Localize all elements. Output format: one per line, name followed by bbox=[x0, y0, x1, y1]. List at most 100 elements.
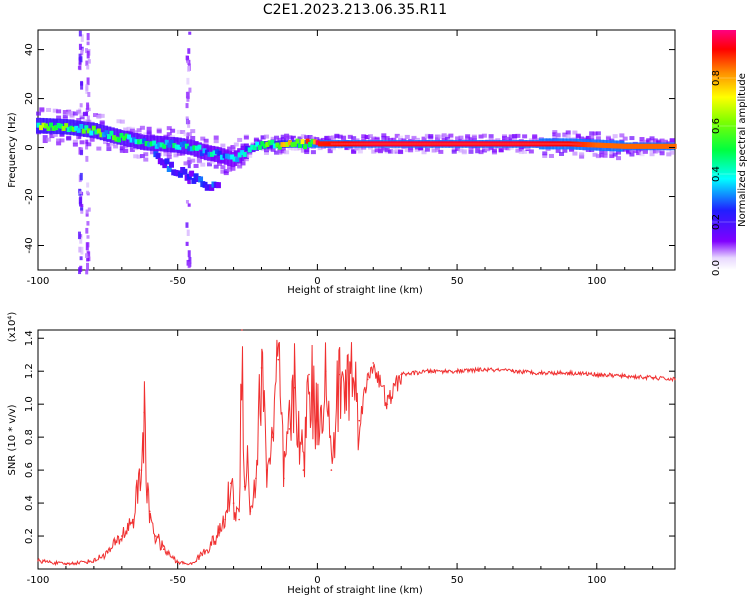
spectrogram-trace-cell bbox=[109, 130, 114, 136]
spectrogram-halo-cell bbox=[62, 114, 68, 119]
spectrogram-halo-cell bbox=[263, 148, 269, 153]
spectrogram-halo-cell bbox=[156, 129, 162, 134]
spectrogram-halo-cell bbox=[274, 135, 280, 140]
spectrogram-halo-cell bbox=[297, 146, 303, 151]
spectrogram-trace-cell bbox=[670, 143, 675, 149]
y-tick-label: 0.6 bbox=[24, 462, 35, 478]
spectrogram-trace-cell bbox=[204, 149, 209, 155]
spectrogram-band-cell bbox=[116, 129, 122, 145]
spectrogram-trace-core bbox=[446, 142, 451, 145]
spectrogram-trace-cell bbox=[49, 122, 54, 128]
snr-point bbox=[288, 428, 291, 430]
spectrogram-trace-cell bbox=[247, 147, 252, 153]
spectrogram-halo-cell bbox=[552, 134, 558, 139]
spectrogram-trace-cell bbox=[225, 153, 230, 159]
snr-point bbox=[266, 469, 268, 471]
spectrogram-trace-core bbox=[343, 142, 348, 145]
spectrogram-halo-cell bbox=[119, 146, 125, 151]
snr-point bbox=[190, 563, 193, 565]
spectrogram-trace-cell bbox=[54, 125, 59, 131]
snr-ylabel: SNR (10 * v/v) bbox=[7, 404, 18, 475]
spectrogram-halo-cell bbox=[595, 136, 601, 141]
spectrogram-trace-core bbox=[338, 142, 343, 145]
spectrogram-halo-cell bbox=[210, 159, 216, 164]
spectrogram-trace-cell bbox=[222, 153, 227, 159]
spectrogram-halo-cell bbox=[143, 132, 149, 137]
spectrogram-noise-cell bbox=[80, 34, 84, 42]
snr-point bbox=[140, 469, 143, 471]
spectrogram-halo-cell bbox=[146, 126, 152, 131]
spectrogram-trace-cell bbox=[56, 122, 61, 128]
spectrogram-halo-cell bbox=[200, 162, 206, 167]
snr-point bbox=[249, 510, 252, 513]
spectrogram-halo-cell bbox=[304, 150, 310, 155]
spectrogram-trace-cell bbox=[313, 139, 318, 145]
spectrogram-trace-cell bbox=[305, 138, 310, 144]
spectrogram-trace-cell bbox=[121, 135, 126, 141]
spectrogram-noise-cell bbox=[80, 80, 84, 86]
spectrogram-halo-cell bbox=[518, 150, 524, 155]
spectrogram-halo-cell bbox=[99, 113, 105, 118]
spectrogram-halo-cell bbox=[280, 149, 286, 154]
spectrogram-halo-cell bbox=[290, 136, 296, 141]
spectrogram-trace-cell bbox=[240, 150, 245, 156]
spectrogram-trace-cell bbox=[637, 143, 642, 149]
spectrogram-halo-cell bbox=[471, 137, 477, 142]
spectrogram-trace-cell bbox=[152, 140, 157, 146]
spectrogram-halo-cell bbox=[595, 131, 601, 136]
colorbar: 0.0 0.2 0.4 0.6 0.8 Normalized spectral ampl… bbox=[711, 30, 748, 276]
spectrogram-halo-cell bbox=[72, 111, 78, 116]
x-tick-label: -50 bbox=[170, 575, 186, 586]
spectrogram-halo-cell bbox=[243, 157, 249, 162]
spectrogram-noise-cell bbox=[78, 53, 82, 61]
spectrogram-trace-cell bbox=[647, 143, 652, 149]
spectrogram-trace-core bbox=[340, 142, 345, 145]
spectrogram-halo-cell bbox=[284, 134, 290, 139]
spectrogram-noise-cell bbox=[78, 43, 82, 50]
spectrogram-branch-cell bbox=[155, 153, 161, 160]
spectrogram-halo-cell bbox=[669, 138, 675, 143]
spectrogram-halo-cell bbox=[317, 146, 323, 151]
spectrogram-trace-cell bbox=[617, 143, 622, 149]
spectrogram-trace-cell bbox=[272, 143, 277, 149]
spectrogram-halo-cell bbox=[260, 135, 266, 140]
spectrogram-trace-core bbox=[539, 142, 544, 145]
spectrogram-trace-cell bbox=[235, 157, 240, 163]
spectrogram-halo-cell bbox=[371, 137, 377, 142]
spectrogram-halo-cell bbox=[82, 112, 88, 117]
spectrogram-halo-cell bbox=[324, 136, 330, 141]
spectrogram-halo-cell bbox=[206, 162, 212, 167]
spectrogram-band-cell bbox=[66, 119, 72, 135]
spectrogram-trace-core bbox=[441, 142, 446, 145]
spectrogram-trace-core bbox=[368, 142, 373, 145]
y-tick-label: 0 bbox=[24, 144, 35, 150]
spectrogram-halo-cell bbox=[384, 147, 390, 152]
spectrogram-trace-core bbox=[401, 142, 406, 145]
spectrogram-trace-core bbox=[396, 142, 401, 145]
spectrogram-trace-core bbox=[335, 142, 340, 145]
spectrogram-trace-core bbox=[577, 143, 582, 146]
snr-point bbox=[260, 367, 263, 369]
spectrogram-halo-cell bbox=[639, 140, 645, 145]
y-tick-label: 40 bbox=[24, 43, 35, 56]
spectrogram-trace-core bbox=[511, 142, 516, 145]
spectrogram-noise-cell bbox=[185, 55, 189, 61]
spectrogram-halo-cell bbox=[56, 141, 62, 146]
y-tick-label: 1.0 bbox=[24, 396, 35, 412]
spectrogram-halo-cell bbox=[616, 150, 622, 155]
y-tick-label: 1.4 bbox=[24, 330, 35, 346]
spectrogram-trace-cell bbox=[127, 134, 132, 140]
spectrogram-halo-cell bbox=[237, 137, 243, 142]
spectrogram-halo-cell bbox=[388, 137, 394, 142]
spectrogram-halo-cell bbox=[649, 136, 655, 141]
spectrogram-halo-cell bbox=[434, 147, 440, 152]
spectrogram-halo-cell bbox=[357, 149, 363, 154]
spectrogram-trace-core bbox=[451, 142, 456, 145]
spectrogram-noise-cell bbox=[188, 87, 192, 93]
spectrogram-halo-cell bbox=[103, 140, 109, 145]
spectrogram-trace-core bbox=[474, 142, 479, 145]
spectrogram-trace-cell bbox=[144, 141, 149, 147]
snr-point bbox=[568, 372, 570, 374]
spectrogram-trace-core bbox=[484, 142, 489, 145]
spectrogram-halo-cell bbox=[649, 152, 655, 157]
